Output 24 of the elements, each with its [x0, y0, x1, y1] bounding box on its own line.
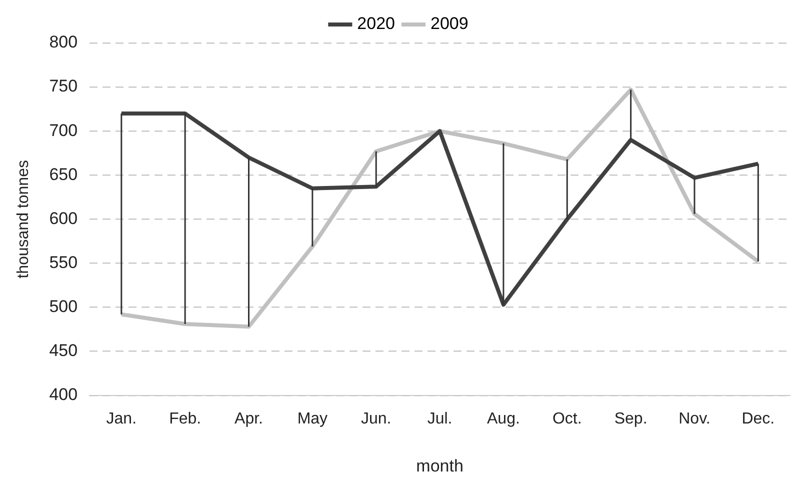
- x-tick-label: Apr.: [234, 410, 263, 428]
- y-tick-label: 550: [49, 252, 78, 272]
- y-tick-label: 650: [49, 164, 78, 184]
- x-tick-label: Sep.: [614, 410, 648, 428]
- y-tick-label: 800: [49, 32, 78, 52]
- x-tick-label: Jun.: [360, 410, 392, 428]
- x-tick-label: Oct.: [552, 410, 582, 428]
- x-tick-label: Feb.: [169, 410, 202, 428]
- x-tick-label: Aug.: [486, 410, 520, 428]
- y-tick-label: 500: [49, 296, 78, 316]
- x-tick-label: Jul.: [427, 410, 452, 428]
- x-tick-label: May: [297, 410, 328, 428]
- x-tick-label: Nov.: [678, 410, 710, 428]
- x-axis-title: month: [416, 456, 464, 476]
- y-tick-label: 750: [49, 76, 78, 96]
- y-tick-label: 700: [49, 120, 78, 140]
- legend-label: 2020: [357, 14, 396, 34]
- x-tick-label: Dec.: [742, 410, 775, 428]
- x-tick-label: Jan.: [106, 410, 137, 428]
- y-tick-label: 400: [49, 385, 78, 404]
- y-axis-title: thousand tonnes: [15, 160, 32, 278]
- y-tick-label: 450: [49, 341, 78, 360]
- y-tick-label: 600: [49, 208, 78, 228]
- legend-label: 2009: [430, 14, 468, 34]
